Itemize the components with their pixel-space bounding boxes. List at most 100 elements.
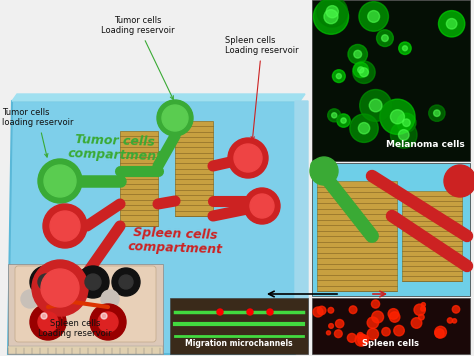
Circle shape [367,328,379,340]
Circle shape [157,100,193,136]
FancyBboxPatch shape [15,266,156,342]
Circle shape [350,114,378,142]
Circle shape [388,309,399,319]
Circle shape [341,118,346,123]
Circle shape [61,290,79,308]
Circle shape [376,30,393,47]
Circle shape [234,144,262,172]
Circle shape [326,6,338,18]
Circle shape [50,211,80,241]
Circle shape [38,159,82,203]
Circle shape [391,110,404,124]
Text: Tumor cells
loading reservoir: Tumor cells loading reservoir [2,108,73,157]
Circle shape [358,122,370,134]
Circle shape [317,0,347,27]
Text: Spleen cells
compartment: Spleen cells compartment [127,225,223,257]
Circle shape [101,290,119,308]
FancyBboxPatch shape [312,0,470,161]
Circle shape [332,70,345,83]
Circle shape [310,157,338,185]
Circle shape [435,326,447,338]
FancyBboxPatch shape [317,181,397,291]
Text: Spleen cells
Loading reservoir: Spleen cells Loading reservoir [225,36,299,140]
Circle shape [328,109,341,122]
FancyBboxPatch shape [312,298,470,354]
Circle shape [359,68,368,77]
Circle shape [402,119,410,126]
Circle shape [324,10,338,24]
Text: Tumor cells
compartment: Tumor cells compartment [67,132,163,164]
Circle shape [411,318,422,328]
Circle shape [438,11,465,37]
Circle shape [367,317,379,329]
Circle shape [348,44,367,64]
FancyBboxPatch shape [402,191,462,281]
Circle shape [414,304,425,315]
Circle shape [335,330,342,337]
Circle shape [162,105,188,131]
Circle shape [250,194,274,218]
Circle shape [357,333,364,339]
Circle shape [247,309,253,315]
Circle shape [358,335,369,346]
Circle shape [420,307,425,311]
Circle shape [444,165,474,197]
Text: Tumor cells
Loading reservoir: Tumor cells Loading reservoir [101,16,175,99]
Circle shape [244,188,280,224]
Circle shape [369,99,382,112]
Circle shape [119,275,133,289]
Circle shape [368,11,380,22]
Circle shape [313,0,348,34]
Circle shape [347,334,356,342]
Circle shape [77,266,109,298]
Circle shape [434,110,440,116]
Circle shape [402,46,408,51]
Circle shape [391,122,417,148]
Circle shape [38,274,54,290]
Circle shape [332,113,337,118]
Polygon shape [295,101,308,354]
Circle shape [101,313,107,319]
FancyBboxPatch shape [312,163,470,296]
Circle shape [43,204,87,248]
Circle shape [452,319,456,323]
Circle shape [390,312,400,322]
Circle shape [419,314,424,320]
FancyBboxPatch shape [175,121,213,216]
Text: Spleen cells: Spleen cells [363,339,419,348]
Circle shape [21,290,39,308]
Circle shape [382,35,388,42]
Circle shape [38,312,58,332]
Circle shape [98,312,118,332]
Circle shape [90,304,126,340]
Circle shape [447,19,457,29]
FancyBboxPatch shape [8,346,163,354]
Circle shape [337,114,350,127]
Circle shape [452,305,460,313]
Circle shape [354,50,362,58]
Circle shape [372,311,383,323]
Circle shape [336,319,344,328]
Circle shape [428,105,445,121]
Circle shape [318,306,326,315]
Circle shape [30,304,66,340]
Circle shape [360,89,392,121]
Circle shape [380,99,415,135]
Circle shape [41,269,79,307]
Circle shape [228,138,268,178]
Circle shape [30,266,62,298]
Circle shape [32,260,88,316]
Text: Melanoma cells: Melanoma cells [386,140,465,149]
Circle shape [353,62,368,78]
Circle shape [399,42,411,54]
Circle shape [349,306,357,314]
Circle shape [85,274,101,290]
Circle shape [421,303,425,307]
Circle shape [353,61,375,83]
Circle shape [399,130,409,140]
Circle shape [328,324,334,328]
Circle shape [372,300,380,308]
Circle shape [336,74,341,79]
Polygon shape [12,94,305,101]
Circle shape [217,309,223,315]
